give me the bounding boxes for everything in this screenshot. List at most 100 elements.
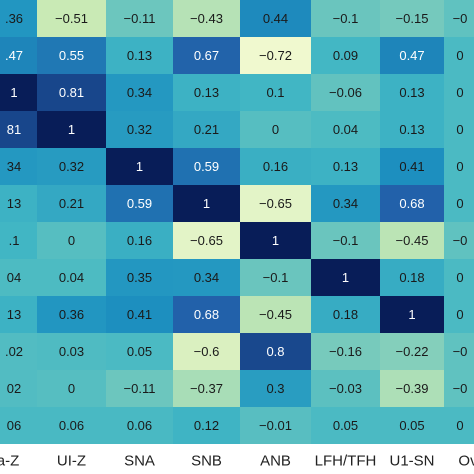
heatmap-cell-label: 0.04 bbox=[333, 122, 358, 137]
heatmap-cell-label: 81 bbox=[7, 122, 21, 137]
heatmap-cell-label: .36 bbox=[5, 11, 23, 26]
heatmap-cell-label: 0 bbox=[456, 85, 463, 100]
heatmap-cell bbox=[37, 37, 106, 74]
heatmap-cell bbox=[240, 148, 311, 185]
heatmap-cell-label: 02 bbox=[7, 381, 21, 396]
heatmap-cell-label: 0 bbox=[456, 307, 463, 322]
heatmap-cell-label: 0.16 bbox=[127, 233, 152, 248]
heatmap-cell bbox=[0, 296, 37, 333]
heatmap-cell-label: 0 bbox=[68, 233, 75, 248]
heatmap-cell bbox=[0, 185, 37, 222]
heatmap-cell-label: 0.13 bbox=[194, 85, 219, 100]
heatmap-cell bbox=[444, 296, 474, 333]
heatmap-cell-label: 0.12 bbox=[194, 418, 219, 433]
heatmap-cell bbox=[240, 37, 311, 74]
heatmap-cell bbox=[240, 370, 311, 407]
heatmap-cell-label: 0.09 bbox=[333, 48, 358, 63]
heatmap-cell-label: 0.44 bbox=[263, 11, 288, 26]
heatmap-cells: .36 −0.51 −0.11 −0.43 0.44 −0.1 −0.15 −0.47 0.55… bbox=[0, 0, 474, 444]
heatmap-cell bbox=[106, 222, 173, 259]
heatmap-cell-label: −0.45 bbox=[259, 307, 292, 322]
heatmap-cell-label: 0.13 bbox=[333, 159, 358, 174]
heatmap-cell-label: 0.06 bbox=[127, 418, 152, 433]
heatmap-cell bbox=[173, 333, 240, 370]
heatmap-cell bbox=[380, 37, 444, 74]
heatmap-cell-label: 04 bbox=[7, 270, 21, 285]
heatmap-cell-label: −0 bbox=[453, 381, 468, 396]
heatmap-cell-label: 1 bbox=[408, 307, 415, 322]
heatmap-cell bbox=[311, 0, 380, 37]
heatmap-cell bbox=[37, 407, 106, 444]
heatmap-cell-label: 1 bbox=[10, 85, 17, 100]
heatmap-cell-label: 0.05 bbox=[127, 344, 152, 359]
heatmap-cell-label: 0.67 bbox=[194, 48, 219, 63]
heatmap-cell-label: 0.18 bbox=[399, 270, 424, 285]
heatmap-cell bbox=[106, 185, 173, 222]
heatmap-cell bbox=[240, 185, 311, 222]
heatmap-cell bbox=[240, 296, 311, 333]
heatmap-cell bbox=[380, 407, 444, 444]
heatmap-cell-label: −0.06 bbox=[329, 85, 362, 100]
heatmap-cell bbox=[444, 259, 474, 296]
heatmap-cell bbox=[37, 0, 106, 37]
heatmap-cell bbox=[0, 111, 37, 148]
heatmap-cell bbox=[311, 111, 380, 148]
heatmap-cell bbox=[173, 111, 240, 148]
heatmap-cell bbox=[0, 333, 37, 370]
heatmap-cell-label: −0.1 bbox=[333, 11, 359, 26]
heatmap-cell-label: 0.03 bbox=[59, 344, 84, 359]
heatmap-cell bbox=[173, 407, 240, 444]
heatmap-cell bbox=[311, 296, 380, 333]
x-tick-label: LFH/TFH bbox=[315, 453, 377, 470]
heatmap-cell-label: 0.41 bbox=[127, 307, 152, 322]
heatmap-cell-label: −0 bbox=[453, 344, 468, 359]
heatmap-cell-label: 0.8 bbox=[266, 344, 284, 359]
heatmap-cell-label: 0.04 bbox=[59, 270, 84, 285]
heatmap-cell-label: 0.32 bbox=[127, 122, 152, 137]
heatmap-cell-label: 0.81 bbox=[59, 85, 84, 100]
heatmap-cell-label: −0.1 bbox=[263, 270, 289, 285]
x-axis-tick-labels: a-Z UI-Z SNA SNB ANB LFH/TFH U1-SN Ov bbox=[0, 453, 474, 470]
x-tick-label: ANB bbox=[260, 453, 291, 470]
heatmap-cell bbox=[173, 0, 240, 37]
heatmap-cell bbox=[444, 333, 474, 370]
heatmap-cell bbox=[106, 407, 173, 444]
heatmap-cell bbox=[444, 185, 474, 222]
heatmap-cell bbox=[0, 370, 37, 407]
heatmap-cell-label: 1 bbox=[68, 122, 75, 137]
heatmap-cell bbox=[444, 111, 474, 148]
heatmap-cell-label: −0.15 bbox=[396, 11, 429, 26]
heatmap-cell bbox=[240, 74, 311, 111]
heatmap-cell bbox=[106, 37, 173, 74]
heatmap-cell-label: 06 bbox=[7, 418, 21, 433]
heatmap-cell bbox=[173, 185, 240, 222]
heatmap-cell bbox=[173, 74, 240, 111]
heatmap-cell bbox=[311, 37, 380, 74]
heatmap-cell-label: −0.65 bbox=[190, 233, 223, 248]
heatmap-cell bbox=[37, 185, 106, 222]
heatmap-cell bbox=[173, 370, 240, 407]
heatmap-cell-label: 0.13 bbox=[127, 48, 152, 63]
heatmap-cell bbox=[311, 333, 380, 370]
heatmap-cell bbox=[0, 74, 37, 111]
heatmap-cell-label: 0.13 bbox=[399, 85, 424, 100]
heatmap-cell-label: −0 bbox=[453, 233, 468, 248]
heatmap-cell bbox=[240, 111, 311, 148]
heatmap-cell bbox=[37, 259, 106, 296]
heatmap-cell-label: 0 bbox=[456, 159, 463, 174]
x-tick-label: SNA bbox=[124, 453, 155, 470]
heatmap-cell bbox=[106, 111, 173, 148]
heatmap-cell bbox=[106, 296, 173, 333]
heatmap-cell-label: 0 bbox=[68, 381, 75, 396]
heatmap-cell bbox=[380, 370, 444, 407]
heatmap-cell bbox=[380, 259, 444, 296]
heatmap-cell-label: 0.21 bbox=[59, 196, 84, 211]
heatmap-cell bbox=[106, 0, 173, 37]
heatmap-cell-label: −0.43 bbox=[190, 11, 223, 26]
heatmap-cell-label: −0.72 bbox=[259, 48, 292, 63]
heatmap-cell-label: 0 bbox=[456, 196, 463, 211]
heatmap-cell-label: −0.6 bbox=[194, 344, 220, 359]
heatmap-cell bbox=[240, 222, 311, 259]
heatmap-cell bbox=[37, 370, 106, 407]
